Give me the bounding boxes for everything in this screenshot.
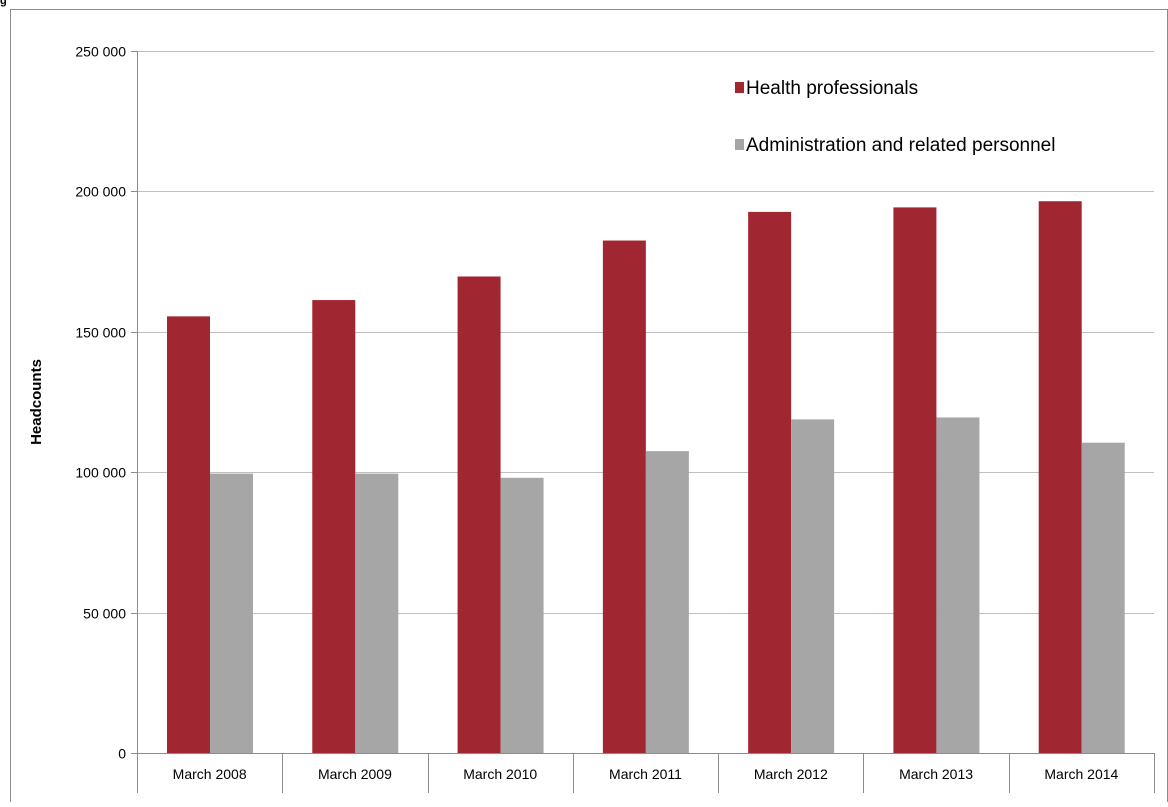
y-axis-title: Headcounts (28, 359, 45, 445)
bar-administration-personnel (936, 417, 980, 753)
bar-health-professionals (893, 207, 937, 754)
legend-label: Health professionals (746, 78, 918, 99)
x-tick-label: March 2011 (609, 766, 682, 782)
x-tick-label: March 2010 (463, 766, 537, 782)
legend-label: Administration and related personnel (746, 135, 1055, 156)
bar-administration-personnel (1081, 442, 1125, 753)
bar-health-professionals (457, 276, 501, 753)
x-tick-label: March 2013 (899, 766, 973, 782)
bar-health-professionals (1038, 201, 1082, 753)
x-tick-label: March 2009 (318, 766, 392, 782)
y-tick-label: 0 (118, 746, 126, 762)
bar-administration-personnel (355, 473, 399, 753)
bar-administration-personnel (210, 473, 253, 753)
y-tick-label: 250 000 (75, 44, 126, 60)
bars (167, 201, 1125, 754)
bar-health-professionals (748, 211, 792, 753)
bar-health-professionals (167, 316, 210, 753)
bar-administration-personnel (791, 419, 835, 753)
legend: Health professionals Administration and r… (735, 78, 1055, 156)
bar-health-professionals (312, 300, 356, 753)
x-tick-label: March 2008 (173, 766, 247, 782)
legend-swatch (735, 139, 744, 150)
bar-administration-personnel (500, 477, 544, 753)
bar-health-professionals (602, 240, 646, 754)
caption-fragment: g (0, 0, 7, 7)
legend-swatch (735, 82, 744, 93)
y-tick-label: 50 000 (83, 606, 126, 622)
y-tick-label: 150 000 (75, 325, 126, 341)
x-tick-label: March 2014 (1044, 766, 1118, 782)
x-tick-label: March 2012 (754, 766, 828, 782)
bar-administration-personnel (645, 451, 689, 753)
y-tick-label: 100 000 (75, 465, 126, 481)
y-tick-label: 200 000 (75, 184, 126, 200)
axes: 0 50 000 100 000 150 000 200 000 250 000 March… (75, 44, 1155, 793)
